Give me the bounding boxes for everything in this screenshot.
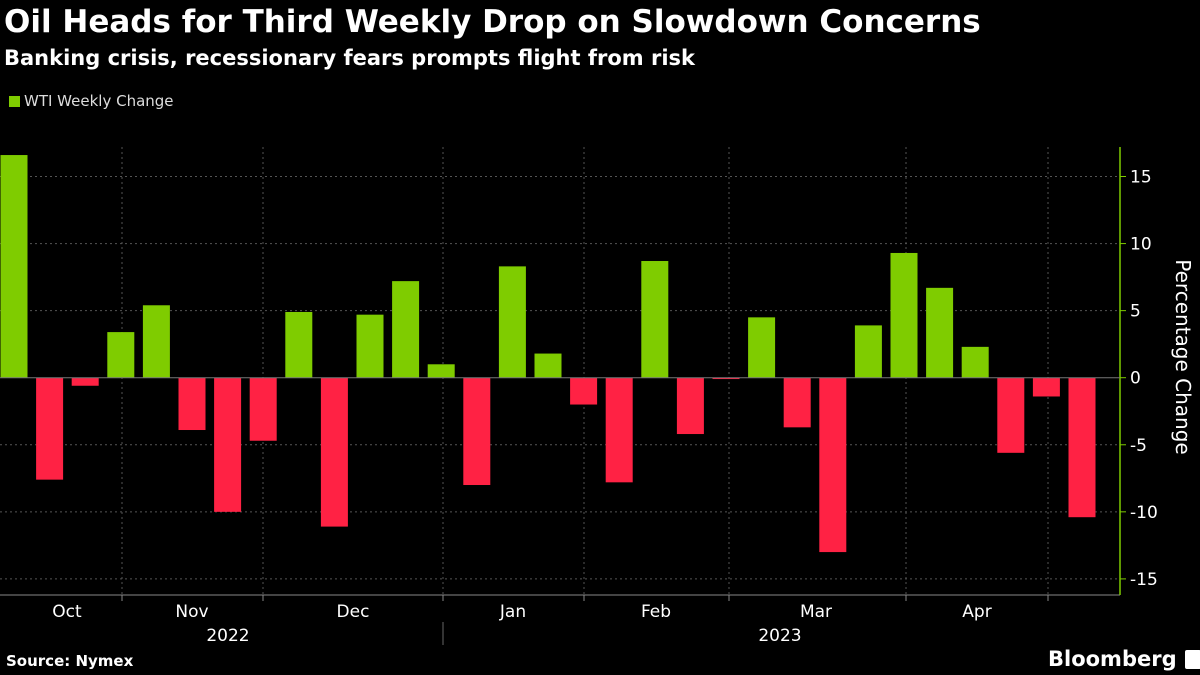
bar — [926, 287, 954, 378]
x-month-label: Oct — [52, 602, 82, 622]
bar — [463, 377, 491, 486]
x-month-label: Apr — [962, 602, 991, 622]
chart-subtitle: Banking crisis, recessionary fears promp… — [4, 46, 695, 70]
bar — [392, 281, 420, 378]
bar — [605, 377, 633, 483]
chart-title: Oil Heads for Third Weekly Drop on Slowd… — [4, 4, 981, 40]
y-tick-label: -10 — [1130, 503, 1158, 523]
y-tick-label: 0 — [1130, 369, 1141, 389]
bar — [997, 377, 1025, 453]
bar — [498, 266, 526, 378]
bar — [178, 377, 206, 431]
bar — [1032, 377, 1060, 397]
x-month-label: Jan — [499, 602, 526, 622]
bar — [783, 377, 811, 428]
x-month-label: Nov — [175, 602, 208, 622]
bar — [142, 305, 170, 378]
x-year-label: 2022 — [206, 626, 249, 646]
bar — [356, 314, 384, 378]
y-tick-label: 15 — [1130, 168, 1152, 188]
y-tick-label: -15 — [1130, 570, 1158, 590]
x-month-label: Dec — [337, 602, 370, 622]
x-month-label: Feb — [641, 602, 671, 622]
x-year-label: 2023 — [758, 626, 801, 646]
bar — [641, 261, 669, 378]
bar — [427, 364, 455, 378]
bloomberg-logo: Bloomberg — [1048, 647, 1200, 671]
bar — [961, 346, 989, 378]
bar — [0, 155, 28, 378]
bar — [748, 317, 776, 378]
y-tick-label: 10 — [1130, 235, 1152, 255]
bar — [214, 377, 242, 512]
bar — [854, 325, 882, 378]
legend-label: WTI Weekly Change — [24, 92, 174, 110]
bar — [285, 311, 313, 378]
x-month-label: Mar — [800, 602, 832, 622]
bar — [570, 377, 598, 405]
y-tick-label: 5 — [1130, 302, 1141, 322]
bar — [1068, 377, 1096, 518]
brand-name: Bloomberg — [1048, 647, 1177, 671]
bar — [107, 332, 135, 378]
bar — [249, 377, 277, 441]
bar — [712, 377, 740, 380]
bar — [534, 353, 562, 378]
bar — [890, 252, 918, 378]
source-note: Source: Nymex — [6, 652, 134, 670]
bar — [676, 377, 704, 435]
legend-swatch — [9, 95, 20, 107]
bar — [71, 377, 99, 386]
bar — [36, 377, 64, 480]
legend: WTI Weekly Change — [9, 92, 174, 110]
bar — [819, 377, 847, 553]
y-tick-label: -5 — [1130, 436, 1147, 456]
y-axis-label: Percentage Change — [1171, 259, 1195, 454]
bloomberg-chart-icon — [1184, 649, 1200, 669]
bar — [320, 377, 348, 527]
